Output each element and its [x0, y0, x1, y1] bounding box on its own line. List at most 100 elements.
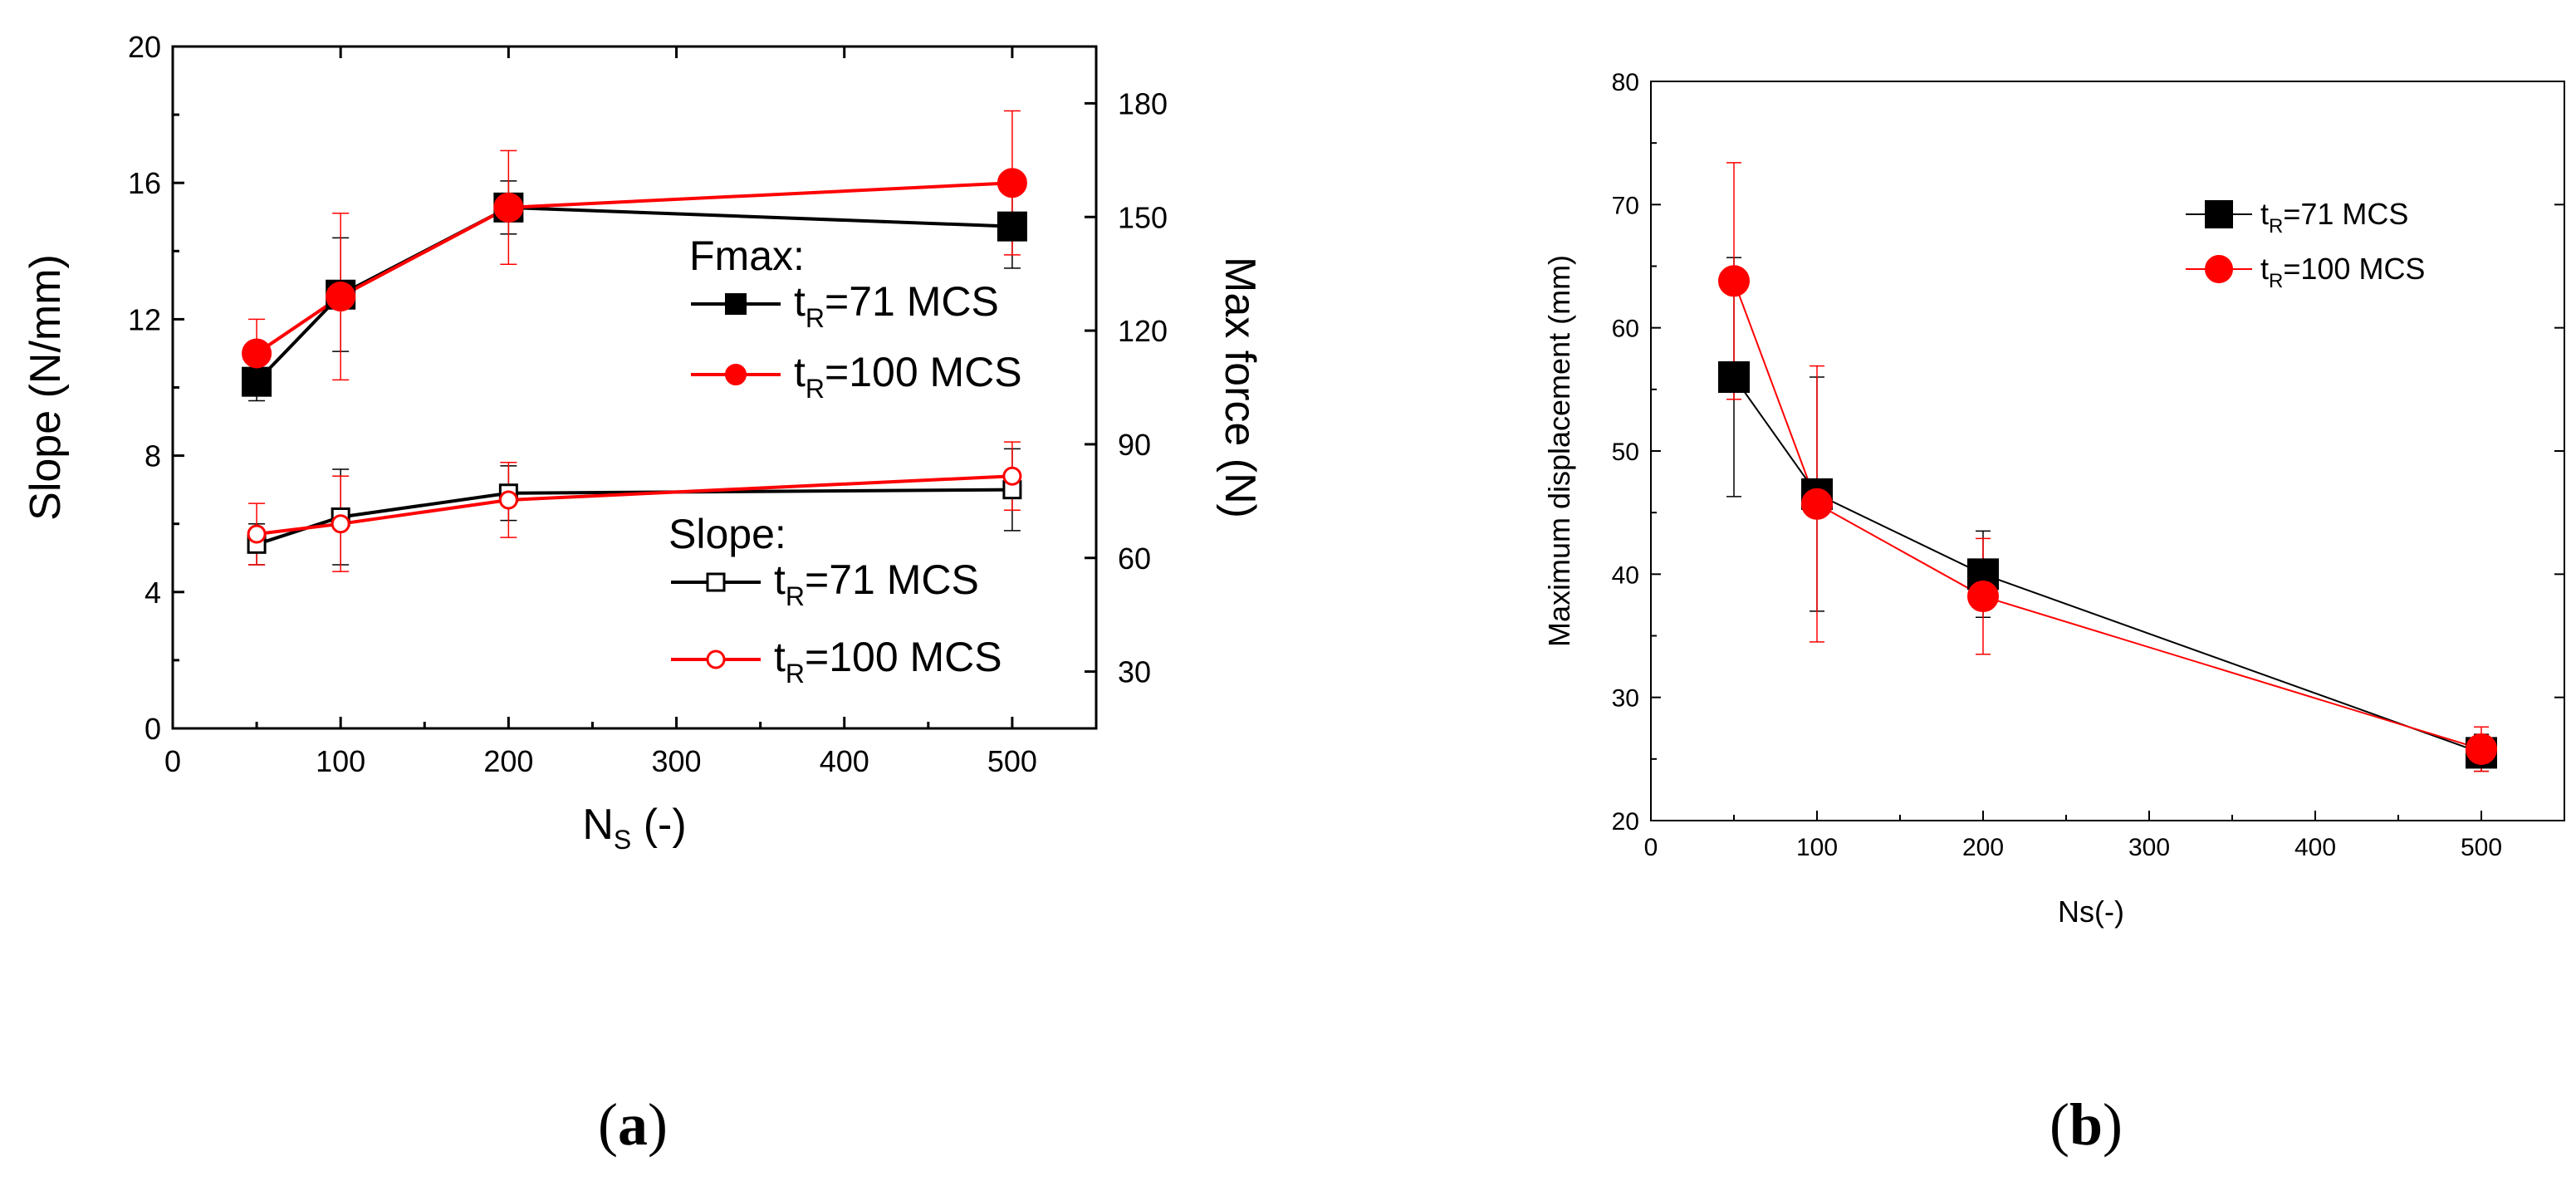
y2-axis-title: Max force (N) — [1216, 257, 1264, 518]
data-point — [1801, 488, 1833, 520]
legend-label-suffix: =71 MCS — [825, 278, 999, 325]
panel-label-letter: b — [2069, 1091, 2103, 1158]
panel-label-paren: ) — [648, 1091, 668, 1158]
x-axis-title-sub: S — [614, 825, 631, 855]
y-tick-label: 12 — [128, 302, 161, 336]
x-tick-label: 200 — [1962, 834, 2004, 861]
x-tick-label: 0 — [1644, 834, 1658, 861]
x-axis-title: Ns(-) — [2058, 895, 2124, 929]
y-tick-label: 50 — [1612, 439, 1639, 466]
panel-label-paren: ) — [2103, 1091, 2123, 1158]
data-point — [1967, 581, 1999, 613]
legend-label: tR=100 MCS — [794, 349, 1022, 404]
legend-marker — [725, 364, 747, 385]
data-point — [1718, 361, 1750, 393]
x-tick-label: 300 — [652, 744, 702, 778]
x-tick-label: 200 — [483, 744, 533, 778]
series-line — [256, 474, 1013, 537]
y-tick-label: 60 — [1612, 316, 1639, 343]
data-point — [331, 514, 350, 534]
legend-marker — [2205, 255, 2233, 283]
legend-label-sub: R — [806, 303, 825, 333]
y-tick-label: 20 — [1612, 808, 1639, 836]
x-axis-title: NS (-) — [582, 801, 686, 855]
legend-label-sub: R — [806, 374, 825, 404]
x-tick-label: 0 — [164, 744, 181, 778]
legend-label: tR=100 MCS — [2260, 252, 2425, 292]
data-point — [498, 490, 518, 510]
legend-label-sub: R — [786, 659, 805, 689]
legend-label-suffix: =100 MCS — [2283, 252, 2425, 286]
legend-label: tR=71 MCS — [774, 556, 979, 611]
data-point — [242, 366, 272, 397]
legend-marker — [725, 293, 747, 315]
series-line — [255, 181, 1013, 355]
data-point — [997, 211, 1027, 242]
series-line — [256, 488, 1012, 547]
legend-label-prefix: t — [2260, 197, 2269, 231]
data-point — [247, 524, 267, 544]
legend-label-suffix: =71 MCS — [805, 556, 979, 603]
legend-label: tR=100 MCS — [774, 634, 1002, 689]
data-point — [1002, 466, 1022, 486]
panel-label-letter: a — [618, 1091, 648, 1158]
legend-label-suffix: =100 MCS — [825, 349, 1022, 395]
y-tick-label: 30 — [1612, 685, 1639, 713]
x-tick-label: 100 — [316, 744, 365, 778]
y-tick-label: 80 — [1612, 69, 1639, 96]
legend-label-prefix: t — [794, 278, 806, 325]
data-point — [1718, 265, 1750, 297]
legend-label-prefix: t — [794, 349, 806, 395]
panel-label-b: (b) — [2050, 1091, 2123, 1158]
y-tick-label: 40 — [1612, 561, 1639, 589]
y-axis-title: Maximum displacement (mm) — [1542, 255, 1576, 647]
y-tick-label: 8 — [144, 439, 161, 473]
x-axis-title-tail: (-) — [631, 801, 686, 849]
legend-label-prefix: t — [774, 634, 786, 680]
legend-label-sub: R — [2269, 215, 2283, 238]
legend-label-prefix: t — [774, 556, 786, 603]
legend-title: Fmax: — [689, 233, 805, 279]
legend-label-prefix: t — [2260, 252, 2269, 286]
series-line — [1733, 376, 2482, 754]
x-axis-title-main: N — [582, 801, 614, 849]
y2-tick-label: 180 — [1118, 86, 1168, 120]
panel-label-paren: ( — [2050, 1091, 2069, 1158]
legend-label-suffix: =71 MCS — [2283, 197, 2408, 231]
data-point — [242, 338, 272, 369]
y-tick-label: 0 — [144, 712, 161, 746]
series-line — [1733, 280, 2482, 750]
y-tick-label: 4 — [144, 576, 161, 610]
legend-label: tR=71 MCS — [794, 278, 999, 333]
x-tick-label: 500 — [987, 744, 1037, 778]
x-tick-label: 100 — [1796, 834, 1838, 861]
legend-label-sub: R — [2269, 270, 2283, 292]
x-tick-label: 400 — [820, 744, 869, 778]
data-point — [326, 282, 356, 312]
y-tick-label: 20 — [128, 30, 161, 64]
panel-label-paren: ( — [598, 1091, 618, 1158]
legend-label: tR=71 MCS — [2260, 197, 2408, 238]
y2-tick-label: 90 — [1118, 428, 1151, 462]
legend-marker — [2205, 200, 2233, 228]
x-tick-label: 500 — [2461, 834, 2502, 861]
data-point — [493, 192, 524, 223]
y2-tick-label: 150 — [1118, 200, 1168, 234]
panel-label-a: (a) — [598, 1091, 668, 1158]
y2-tick-label: 30 — [1118, 655, 1151, 689]
legend-title: Slope: — [668, 511, 786, 557]
x-tick-label: 300 — [2128, 834, 2170, 861]
data-point — [2466, 733, 2497, 765]
y-tick-label: 16 — [128, 166, 161, 200]
legend-label-suffix: =100 MCS — [805, 634, 1002, 680]
y2-tick-label: 60 — [1118, 542, 1151, 576]
panel-a-chart: 0 100 200 300 400 500 0 4 8 12 16 20 30 60 90 120 150 180… — [22, 30, 1264, 1158]
data-point — [997, 168, 1027, 199]
legend-marker — [706, 649, 726, 669]
panel-b-chart: 0 100 200 300 400 500 20 30 40 50 60 70 80 Maximum di… — [1542, 69, 2565, 1158]
y-axis-title: Slope (N/mm) — [22, 254, 70, 521]
legend-marker — [706, 572, 726, 592]
legend-label-sub: R — [786, 581, 805, 611]
y2-tick-label: 120 — [1118, 314, 1168, 348]
